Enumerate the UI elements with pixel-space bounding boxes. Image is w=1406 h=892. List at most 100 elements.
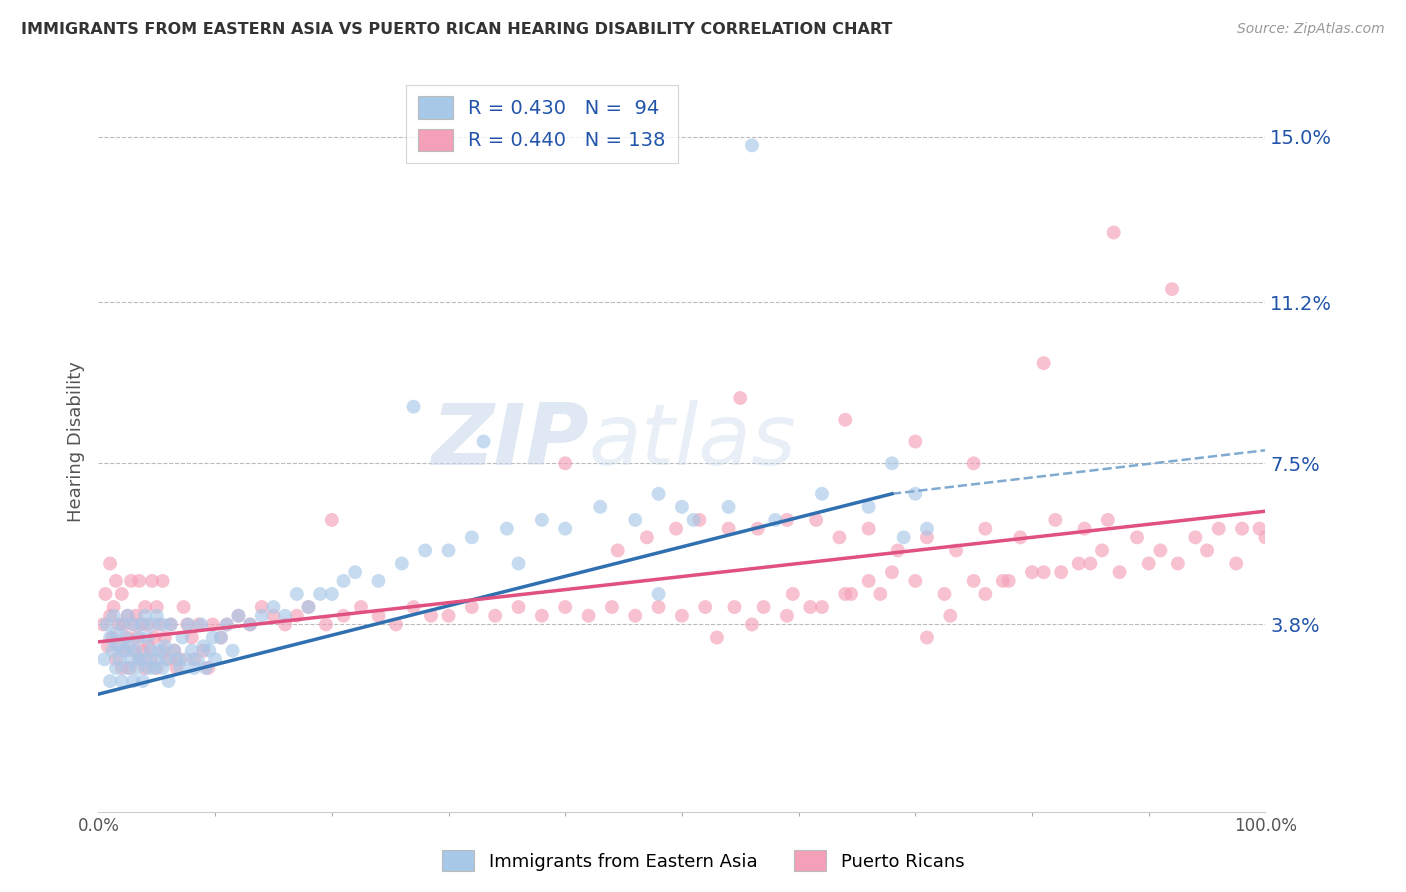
Point (367, 608, 389, 623)
Point (695, 600, 717, 615)
Point (152, 617, 174, 632)
Point (915, 530, 938, 544)
Point (991, 574, 1014, 588)
Point (811, 487, 834, 501)
Point (221, 643, 243, 657)
Point (118, 639, 141, 653)
Point (117, 608, 139, 623)
Point (209, 631, 232, 645)
Point (285, 608, 308, 623)
Point (169, 661, 191, 675)
Point (344, 565, 367, 579)
Point (752, 600, 775, 615)
Point (671, 500, 693, 514)
Point (402, 600, 425, 615)
Point (508, 600, 530, 615)
Point (166, 661, 188, 675)
Point (153, 631, 176, 645)
Point (143, 631, 166, 645)
Point (91, 617, 114, 632)
Point (125, 643, 148, 657)
Point (103, 608, 125, 623)
Point (128, 652, 150, 666)
Point (132, 643, 155, 657)
Point (915, 631, 938, 645)
Point (141, 617, 163, 632)
Point (682, 513, 704, 527)
Point (148, 617, 170, 632)
Point (215, 617, 238, 632)
Point (776, 608, 799, 623)
Point (1230, 522, 1253, 536)
Point (215, 617, 238, 632)
Point (671, 608, 693, 623)
Point (688, 513, 710, 527)
Point (128, 652, 150, 666)
Point (152, 574, 174, 588)
Point (198, 643, 221, 657)
Point (1080, 557, 1102, 571)
Point (858, 522, 880, 536)
Point (799, 600, 821, 615)
Point (239, 617, 262, 632)
Point (111, 617, 134, 632)
Point (139, 652, 162, 666)
Point (146, 661, 169, 675)
Point (1108, 565, 1130, 579)
Point (717, 522, 740, 536)
Point (804, 513, 827, 527)
Point (117, 661, 139, 675)
Point (1184, 530, 1206, 544)
Point (111, 661, 134, 675)
Point (1195, 543, 1218, 558)
Point (811, 600, 834, 615)
Point (606, 543, 628, 558)
Point (98, 631, 121, 645)
Point (131, 617, 153, 632)
Point (104, 574, 127, 588)
Point (962, 456, 984, 470)
Point (315, 617, 337, 632)
Point (94, 587, 117, 601)
Point (180, 643, 202, 657)
Point (1073, 522, 1095, 536)
Point (146, 652, 169, 666)
Point (166, 652, 188, 666)
Point (120, 574, 142, 588)
Point (1137, 557, 1160, 571)
Point (122, 674, 145, 689)
Point (134, 608, 156, 623)
Point (934, 587, 956, 601)
Legend: R = 0.430   N =  94, R = 0.440   N = 138: R = 0.430 N = 94, R = 0.440 N = 138 (406, 85, 678, 162)
Point (134, 652, 156, 666)
Point (143, 661, 166, 675)
Point (309, 587, 332, 601)
Point (112, 617, 135, 632)
Point (782, 587, 804, 601)
Point (187, 652, 209, 666)
Point (204, 652, 226, 666)
Text: atlas: atlas (589, 400, 797, 483)
Point (1021, 565, 1043, 579)
Point (893, 530, 915, 544)
Point (194, 661, 217, 675)
Point (1126, 530, 1149, 544)
Point (111, 587, 134, 601)
Point (904, 434, 927, 449)
Point (104, 661, 127, 675)
Point (104, 626, 127, 640)
Point (107, 617, 129, 632)
Point (128, 631, 150, 645)
Point (554, 600, 576, 615)
Text: ZIP: ZIP (430, 400, 589, 483)
Point (624, 608, 647, 623)
Point (747, 522, 769, 536)
Point (134, 661, 156, 675)
Point (624, 513, 647, 527)
Point (132, 674, 155, 689)
Point (706, 631, 728, 645)
Point (461, 530, 484, 544)
Point (108, 652, 131, 666)
Point (125, 631, 148, 645)
Point (152, 643, 174, 657)
